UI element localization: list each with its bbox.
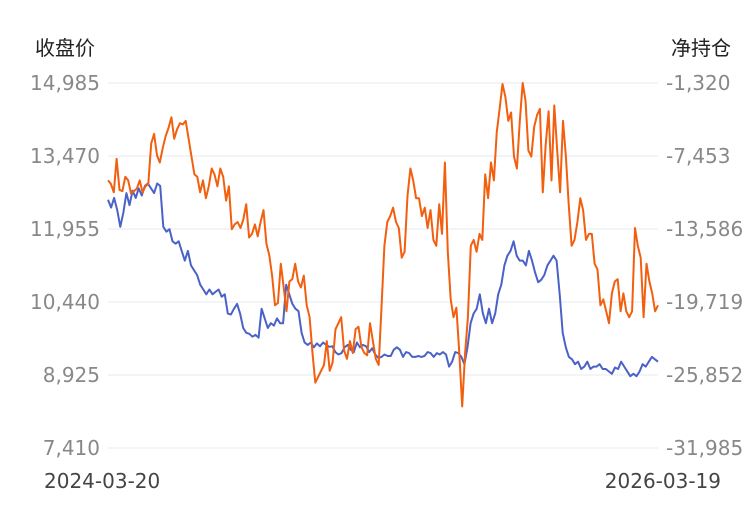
left-tick-label: 13,470: [30, 144, 100, 168]
left-tick-label: 10,440: [30, 290, 100, 314]
series-lines: [107, 82, 659, 408]
close-price-line: [107, 182, 659, 378]
net-position-line: [107, 82, 659, 408]
right-tick-label: -25,852: [666, 363, 743, 387]
right-axis-title: 净持仓: [671, 36, 731, 60]
left-tick-label: 11,955: [30, 217, 100, 241]
right-tick-label: -13,586: [666, 217, 743, 241]
left-tick-label: 14,985: [30, 71, 100, 95]
left-tick-labels: 14,985 13,470 11,955 10,440 8,925 7,410: [30, 71, 100, 460]
left-axis-title: 收盘价: [35, 36, 95, 60]
right-tick-labels: -1,320 -7,453 -13,586 -19,719 -25,852 -31,985: [666, 71, 743, 460]
x-start-date: 2024-03-20: [44, 469, 160, 493]
left-tick-label: 7,410: [43, 436, 100, 460]
right-tick-label: -7,453: [666, 144, 730, 168]
left-tick-label: 8,925: [43, 363, 100, 387]
right-tick-label: -1,320: [666, 71, 730, 95]
grid-lines: [108, 82, 658, 449]
right-tick-label: -31,985: [666, 436, 743, 460]
x-end-date: 2026-03-19: [605, 469, 721, 493]
right-tick-label: -19,719: [666, 290, 743, 314]
